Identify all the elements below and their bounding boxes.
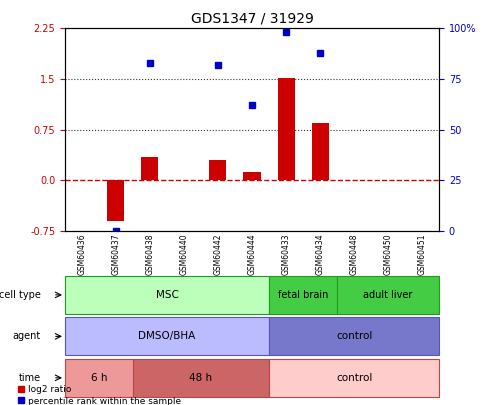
Text: GSM60440: GSM60440 — [180, 233, 189, 275]
Text: control: control — [336, 373, 372, 383]
Title: GDS1347 / 31929: GDS1347 / 31929 — [191, 12, 313, 26]
Bar — [107, 180, 124, 221]
Bar — [133, 359, 269, 397]
Bar — [337, 276, 439, 314]
Bar — [269, 359, 439, 397]
Text: GSM60437: GSM60437 — [111, 233, 120, 275]
Text: 6 h: 6 h — [91, 373, 107, 383]
Bar — [269, 317, 439, 356]
Text: adult liver: adult liver — [363, 290, 413, 300]
Bar — [65, 317, 269, 356]
Text: MSC: MSC — [156, 290, 178, 300]
Text: GSM60444: GSM60444 — [248, 233, 256, 275]
Text: GSM60434: GSM60434 — [315, 233, 324, 275]
Text: control: control — [336, 331, 372, 341]
Text: GSM60442: GSM60442 — [214, 233, 223, 275]
Text: time: time — [19, 373, 41, 383]
Text: GSM60438: GSM60438 — [145, 233, 154, 275]
Text: GSM60450: GSM60450 — [384, 233, 393, 275]
Text: 48 h: 48 h — [190, 373, 213, 383]
Bar — [141, 157, 159, 180]
Text: DMSO/BHA: DMSO/BHA — [138, 331, 196, 341]
Text: GSM60451: GSM60451 — [418, 233, 427, 275]
Legend: log2 ratio, percentile rank within the sample: log2 ratio, percentile rank within the s… — [17, 385, 181, 405]
Bar — [210, 160, 227, 180]
Text: cell type: cell type — [0, 290, 41, 300]
Bar — [277, 78, 294, 180]
Text: GSM60436: GSM60436 — [77, 233, 86, 275]
Bar — [311, 123, 328, 180]
Bar — [65, 359, 133, 397]
Bar — [65, 276, 269, 314]
Text: GSM60448: GSM60448 — [350, 233, 359, 275]
Bar — [244, 172, 260, 180]
Bar — [269, 276, 337, 314]
Text: GSM60433: GSM60433 — [281, 233, 290, 275]
Text: agent: agent — [13, 331, 41, 341]
Text: fetal brain: fetal brain — [278, 290, 328, 300]
